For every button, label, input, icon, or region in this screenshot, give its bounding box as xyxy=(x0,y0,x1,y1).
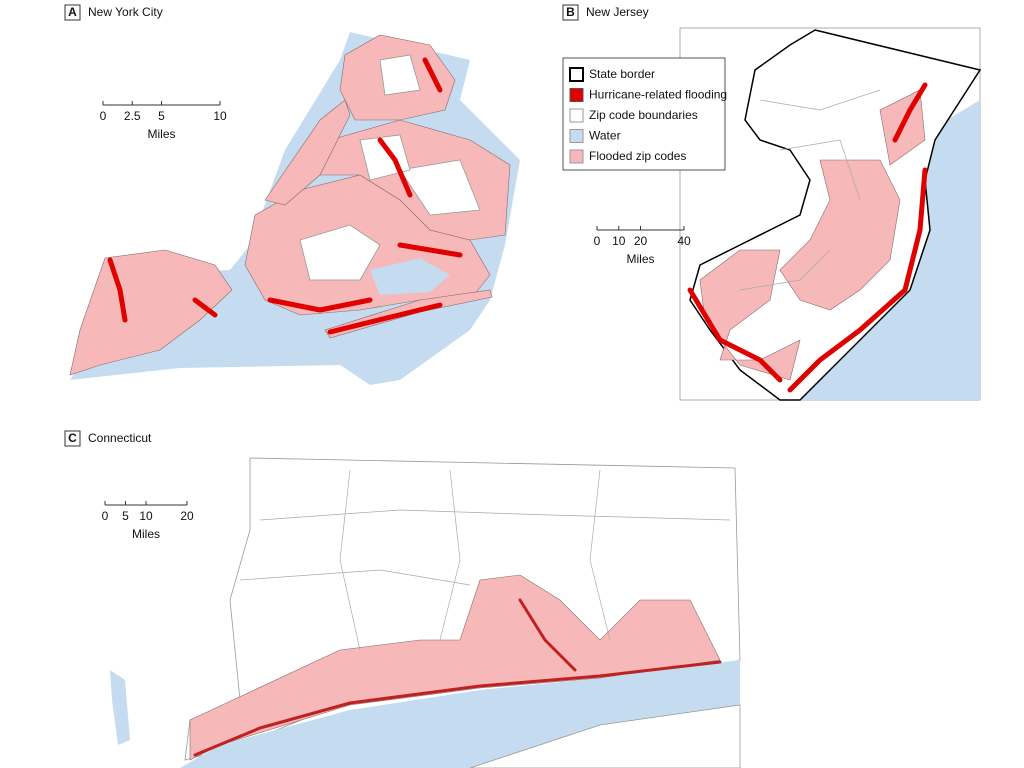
scale-unit: Miles xyxy=(132,527,160,541)
flooded-zip xyxy=(189,574,721,761)
legend-label: Flooded zip codes xyxy=(589,149,686,163)
flooding xyxy=(107,257,128,323)
flooding xyxy=(377,137,413,198)
panel-title: Connecticut xyxy=(88,431,152,445)
flooding xyxy=(193,660,722,757)
scale-label: 20 xyxy=(180,509,194,523)
flooding xyxy=(518,598,577,672)
panel-letter: A xyxy=(68,5,77,19)
flooded-zip xyxy=(699,249,801,381)
long-island xyxy=(469,704,741,768)
zip-line xyxy=(739,249,831,291)
flooding xyxy=(267,297,373,313)
legend-label: Zip code boundaries xyxy=(589,108,698,122)
scale-unit: Miles xyxy=(147,127,175,141)
zip-area xyxy=(299,224,381,281)
zip-area xyxy=(399,159,481,216)
flooding xyxy=(397,242,463,258)
flooding xyxy=(892,82,928,143)
jamaica-bay xyxy=(370,258,450,295)
scale-label: 0 xyxy=(100,109,107,123)
nyc-map xyxy=(69,32,520,385)
scale-label: 0 xyxy=(594,234,601,248)
river xyxy=(110,670,130,745)
legend-label: Water xyxy=(589,129,621,143)
panel-title: New Jersey xyxy=(586,5,649,19)
scale-label: 10 xyxy=(612,234,626,248)
flooded-zip xyxy=(779,159,901,311)
zip-line xyxy=(339,469,361,651)
zip-line xyxy=(259,509,731,521)
legend-swatch xyxy=(569,108,584,123)
panel-letter-box xyxy=(562,4,579,21)
legend-label: State border xyxy=(589,67,655,81)
legend-swatch xyxy=(569,129,584,143)
zip-area xyxy=(379,54,421,96)
zip-line xyxy=(439,469,461,641)
zip-line xyxy=(589,469,611,641)
flooding xyxy=(422,57,443,93)
water xyxy=(800,100,980,400)
zip-line xyxy=(779,139,861,201)
staten-island xyxy=(69,249,233,376)
legend-swatch xyxy=(569,88,584,102)
panel-letter-box xyxy=(64,430,81,447)
scale-label: 5 xyxy=(122,509,129,523)
scale-label: 0 xyxy=(102,509,109,523)
scale-label: 10 xyxy=(213,109,227,123)
flooding xyxy=(787,167,928,393)
scale-label: 5 xyxy=(158,109,165,123)
flooding xyxy=(327,302,443,335)
zip-line xyxy=(239,569,471,586)
panel-letter: B xyxy=(566,5,575,19)
panel-letter: C xyxy=(68,431,77,445)
scale-label: 10 xyxy=(139,509,153,523)
flooding xyxy=(687,287,783,383)
legend-swatch xyxy=(569,67,584,82)
scale-label: 20 xyxy=(634,234,648,248)
flooding xyxy=(192,297,218,318)
nj-map xyxy=(679,27,982,401)
legend: State border Hurricane-related flooding Zi… xyxy=(562,57,727,171)
scale-label: 40 xyxy=(677,234,691,248)
legend-swatch xyxy=(569,149,584,164)
manhattan xyxy=(264,99,351,206)
ct-map xyxy=(110,457,741,768)
panel-title: New York City xyxy=(88,5,163,19)
legend-label: Hurricane-related flooding xyxy=(589,88,727,102)
scale-label: 2.5 xyxy=(124,109,141,123)
panel-letter-box xyxy=(64,4,81,21)
zip-line xyxy=(759,89,881,111)
scale-unit: Miles xyxy=(626,252,654,266)
legend-box xyxy=(562,57,726,171)
